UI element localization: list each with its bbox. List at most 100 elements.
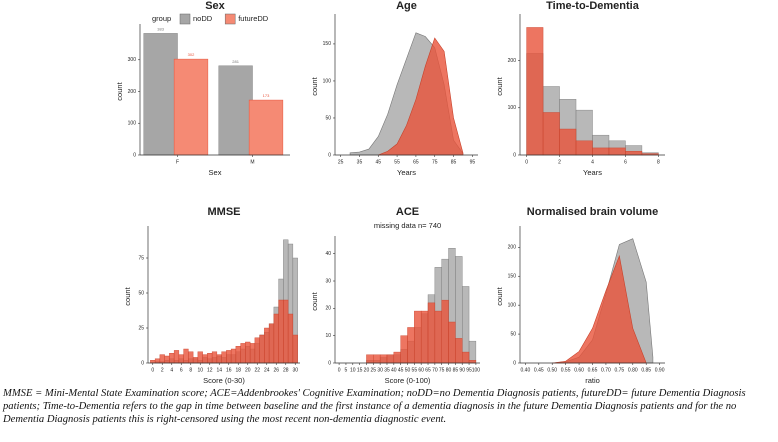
legend-label: futureDD xyxy=(238,14,269,23)
x-tick-label: 20 xyxy=(245,367,251,373)
x-tick-label: 100 xyxy=(472,367,481,373)
y-tick-label: 200 xyxy=(508,58,517,64)
x-axis-label: Years xyxy=(397,168,416,177)
histogram-bar xyxy=(259,334,265,364)
histogram-bar xyxy=(278,299,284,364)
histogram-bar xyxy=(441,299,449,364)
x-tick-label: 0 xyxy=(525,159,528,165)
x-tick-label: 25 xyxy=(371,367,377,373)
y-tick-label: 25 xyxy=(138,325,144,331)
x-tick-label: 80 xyxy=(446,367,452,373)
histogram-bar xyxy=(192,357,199,364)
x-tick-label: 18 xyxy=(235,367,241,373)
histogram-bar xyxy=(386,354,395,364)
x-tick-label: 5 xyxy=(345,367,348,373)
histogram-bar xyxy=(400,335,408,364)
bar-value-label: 302 xyxy=(188,52,195,57)
x-tick-label: 0.65 xyxy=(588,367,598,373)
y-tick-label: 0 xyxy=(133,152,136,158)
x-tick-label: M xyxy=(250,159,254,165)
y-tick-label: 10 xyxy=(325,333,331,339)
histogram-bar xyxy=(235,346,241,364)
x-tick-label: 20 xyxy=(364,367,370,373)
x-tick-label: 0.75 xyxy=(614,367,624,373)
histogram-bar xyxy=(468,360,477,364)
y-tick-label: 0 xyxy=(328,152,331,158)
x-tick-label: 6 xyxy=(624,159,627,165)
x-tick-label: 60 xyxy=(418,367,424,373)
bar xyxy=(143,33,178,156)
histogram-bar xyxy=(173,350,180,364)
caption: MMSE = Mini-Mental State Examination sco… xyxy=(3,388,746,425)
y-tick-label: 50 xyxy=(510,331,516,337)
histogram-bar xyxy=(202,354,208,364)
histogram-bar xyxy=(188,351,194,364)
x-tick-label: 35 xyxy=(357,159,363,165)
x-tick-label: 75 xyxy=(439,367,445,373)
bar xyxy=(218,65,253,156)
x-tick-label: 12 xyxy=(207,367,213,373)
y-tick-label: 100 xyxy=(508,105,517,111)
y-tick-label: 30 xyxy=(325,278,331,284)
x-tick-label: 55 xyxy=(394,159,400,165)
x-tick-label: 90 xyxy=(459,367,465,373)
x-tick-label: 95 xyxy=(466,367,472,373)
x-tick-label: 8 xyxy=(189,367,192,373)
histogram-bar xyxy=(240,343,246,364)
x-tick-label: 75 xyxy=(432,159,438,165)
histogram-bar xyxy=(221,351,227,364)
legend-swatch xyxy=(179,13,191,25)
panel-subtitle: missing data n= 740 xyxy=(374,221,441,230)
y-tick-label: 0 xyxy=(328,360,331,366)
x-tick-label: 55 xyxy=(412,367,418,373)
histogram-bar xyxy=(254,337,260,364)
y-tick-label: 200 xyxy=(128,89,137,95)
y-tick-label: 100 xyxy=(508,303,517,309)
figure: SexSexcount0100200300F383302M281173group… xyxy=(115,0,665,385)
x-tick-label: 16 xyxy=(226,367,232,373)
x-tick-label: 8 xyxy=(657,159,660,165)
y-axis-label: count xyxy=(495,76,504,95)
y-tick-label: 20 xyxy=(325,306,331,312)
x-tick-label: 85 xyxy=(453,367,459,373)
x-tick-label: 0.45 xyxy=(534,367,544,373)
y-tick-label: 50 xyxy=(138,290,144,296)
x-tick-label: 0 xyxy=(151,367,154,373)
bar xyxy=(248,99,284,156)
histogram-bar xyxy=(164,355,170,364)
histogram-bar xyxy=(159,354,165,364)
histogram-bar xyxy=(245,341,251,364)
x-tick-label: 85 xyxy=(451,159,457,165)
y-tick-label: 150 xyxy=(323,41,332,47)
y-axis-label: count xyxy=(123,286,132,305)
histogram-bar xyxy=(366,354,374,364)
panel-title: MMSE xyxy=(208,206,241,218)
x-tick-label: 10 xyxy=(350,367,356,373)
y-tick-label: 75 xyxy=(138,255,144,261)
y-tick-label: 100 xyxy=(323,78,332,84)
x-tick-label: 4 xyxy=(170,367,173,373)
x-tick-label: 65 xyxy=(413,159,419,165)
histogram-bar xyxy=(230,348,237,364)
histogram-bar xyxy=(292,334,298,364)
x-tick-label: 0 xyxy=(338,367,341,373)
x-tick-label: 2 xyxy=(161,367,164,373)
histogram-bar xyxy=(434,310,442,364)
x-tick-label: 0.55 xyxy=(561,367,571,373)
legend-title: group xyxy=(152,14,171,23)
histogram-bar xyxy=(448,321,456,364)
histogram-bar xyxy=(169,353,175,364)
histogram-bar xyxy=(455,338,463,364)
x-tick-label: 40 xyxy=(391,367,397,373)
y-tick-label: 0 xyxy=(513,360,516,366)
bar-value-label: 173 xyxy=(263,93,270,98)
x-tick-label: 25 xyxy=(338,159,344,165)
y-tick-label: 150 xyxy=(508,274,517,280)
y-axis-label: count xyxy=(115,81,124,100)
x-tick-label: 0.50 xyxy=(547,367,557,373)
area xyxy=(552,254,647,364)
histogram-bar xyxy=(154,358,161,364)
panel-title: Normalised brain volume xyxy=(527,206,658,218)
histogram-bar xyxy=(183,348,189,364)
